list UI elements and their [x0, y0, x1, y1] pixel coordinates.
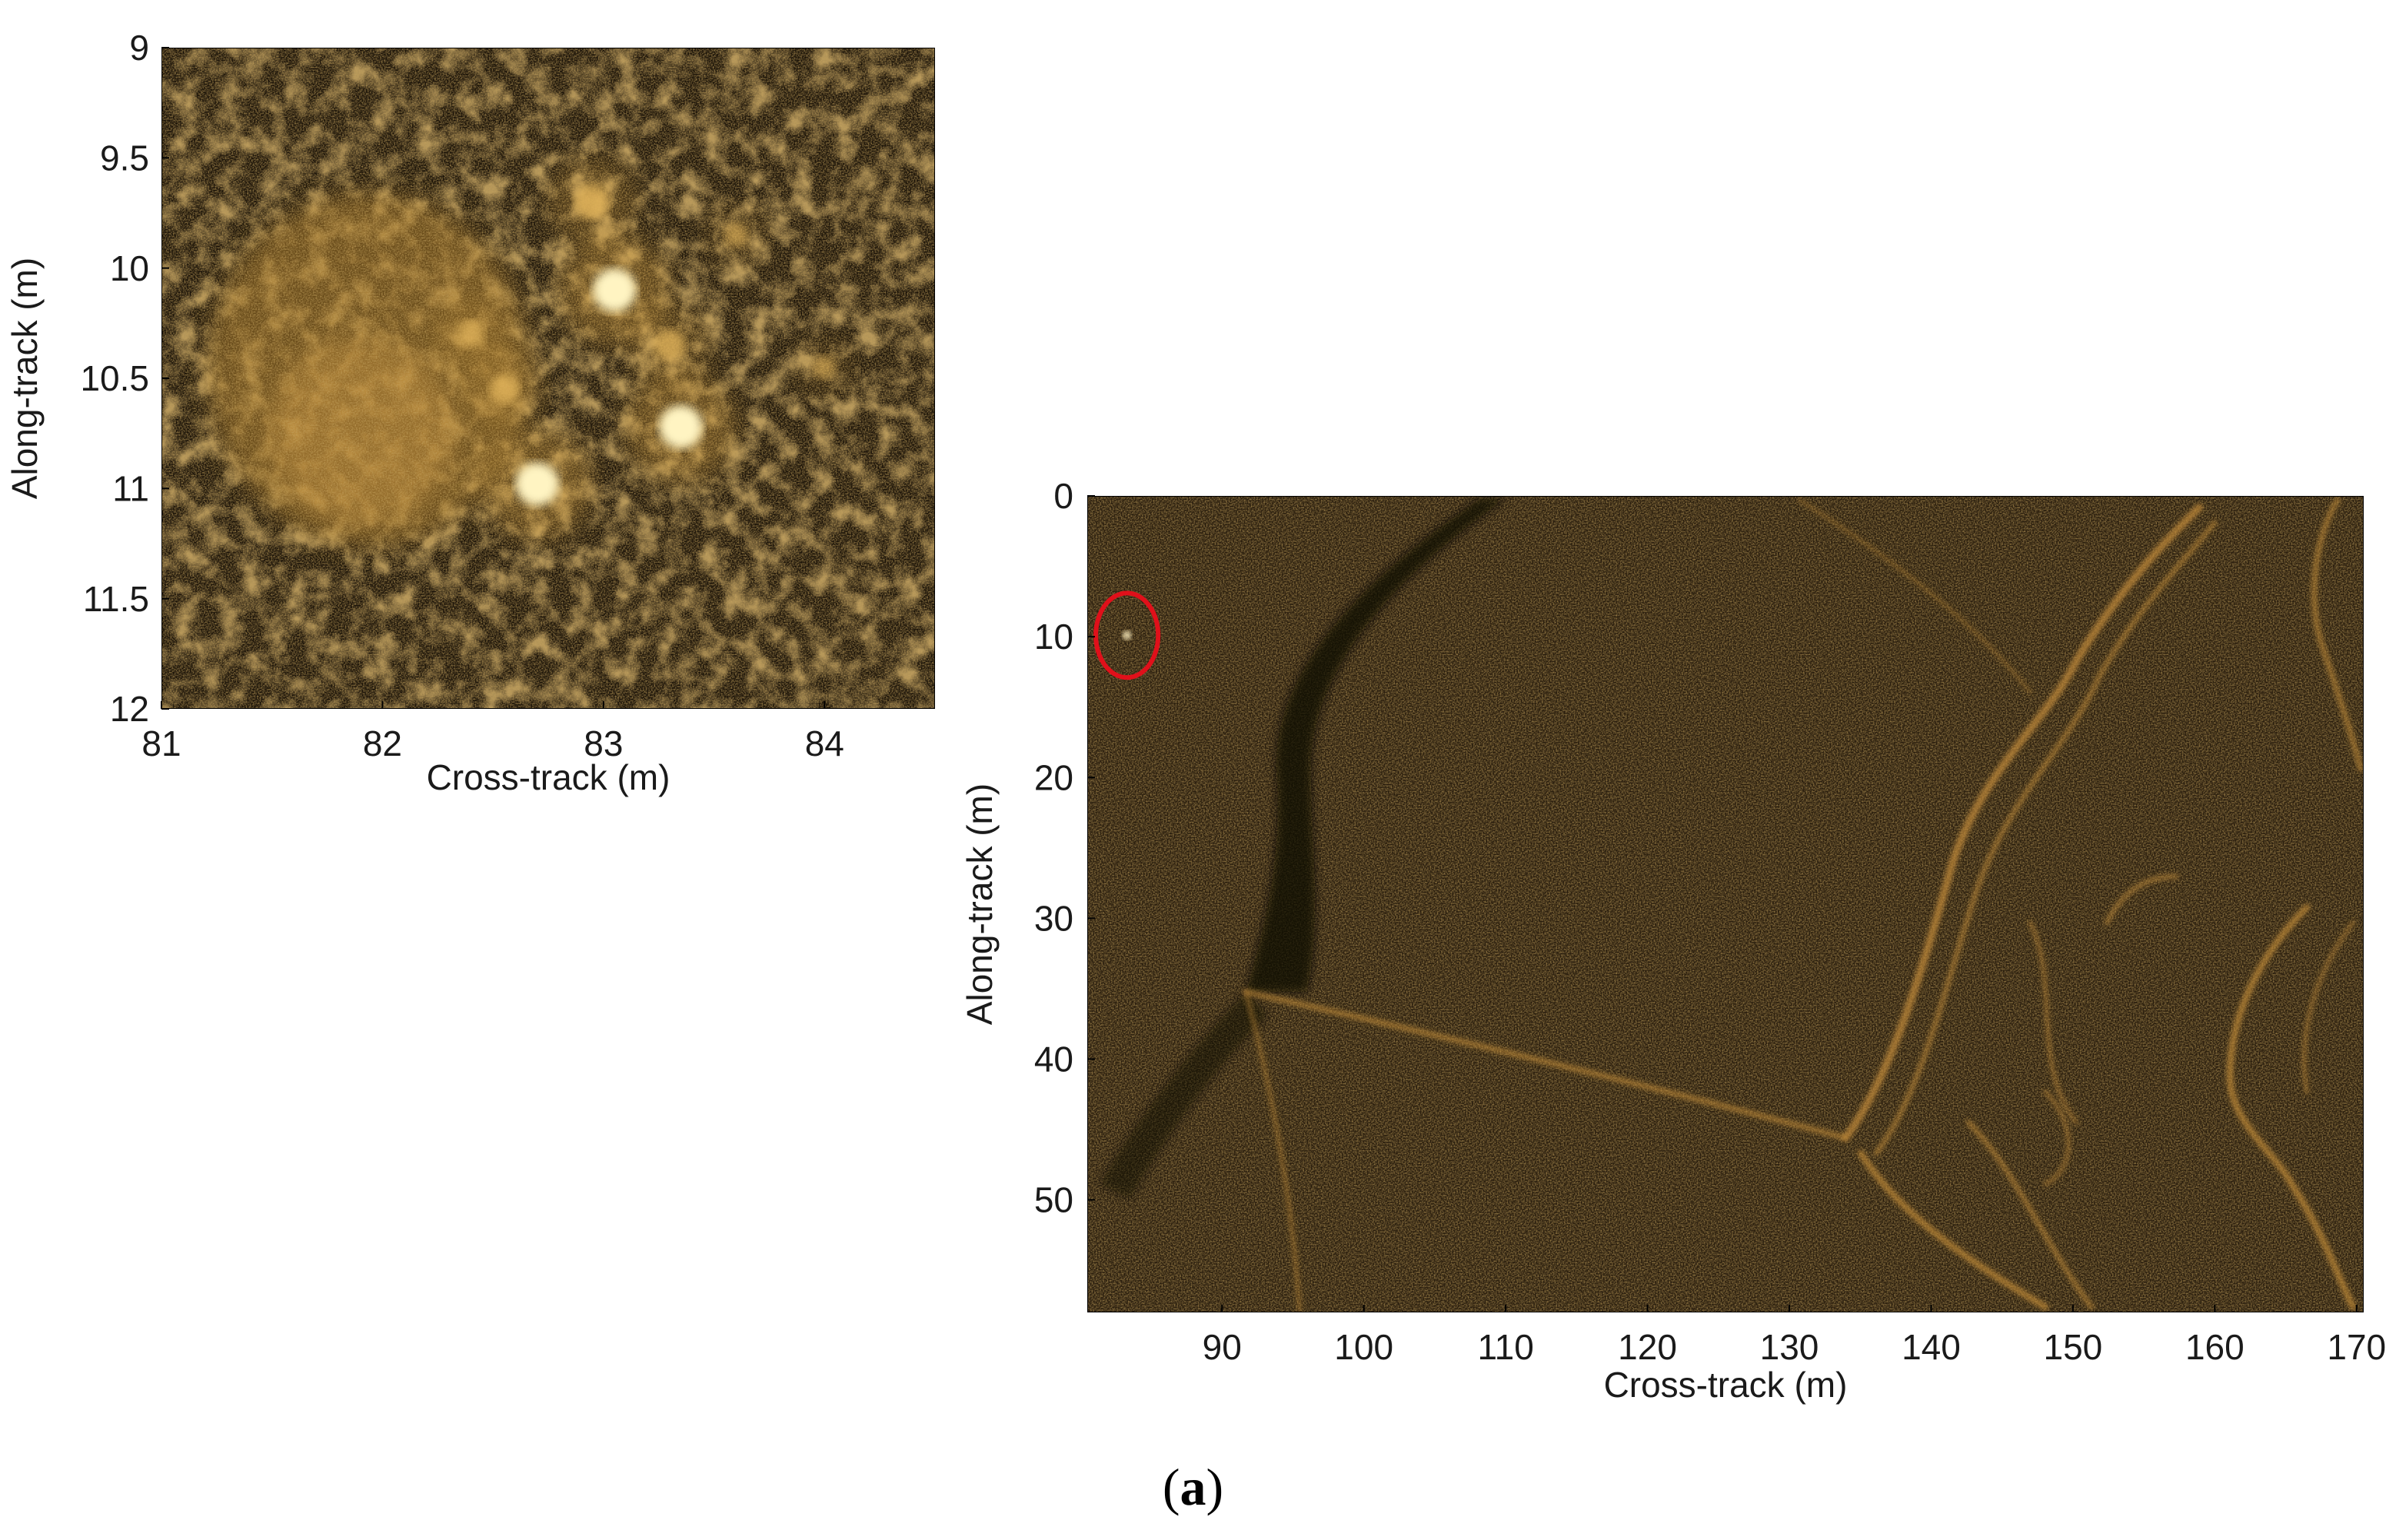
full-y-tick-label: 0: [1053, 476, 1073, 516]
zoomed-x-tick-label: 83: [584, 723, 623, 763]
zoomed-y-tick-label: 12: [110, 689, 149, 729]
bright-reflection: [724, 222, 749, 248]
caption-letter: a: [1180, 1458, 1206, 1516]
zoomed-y-tick-label: 9.5: [100, 138, 149, 178]
full-x-tick-label: 110: [1477, 1327, 1533, 1367]
full-x-tick-label: 130: [1760, 1327, 1819, 1367]
zoomed-y-tick-label: 11: [112, 468, 149, 508]
zoomed-y-tick-label: 10.5: [80, 358, 149, 398]
full-y-tick-label: 20: [1034, 757, 1073, 797]
zoomed-x-tick-label: 81: [141, 723, 181, 763]
bright-reflection: [813, 355, 837, 379]
target-highlight-ellipse: [1093, 590, 1161, 680]
zoomed-y-axis-label: Along-track (m): [5, 258, 45, 499]
target-reflection: [1122, 630, 1132, 640]
full-x-tick-label: 170: [2327, 1327, 2386, 1367]
full-x-tick-label: 160: [2185, 1327, 2245, 1367]
full-y-tick-label: 50: [1034, 1180, 1073, 1220]
full-sonar-image: [1087, 496, 2364, 1312]
bright-reflection: [654, 329, 686, 361]
full-y-axis-label: Along-track (m): [960, 783, 1000, 1025]
bright-reflection: [659, 405, 703, 449]
full-y-tick-label: 30: [1034, 898, 1073, 938]
full-x-tick-label: 90: [1203, 1327, 1242, 1367]
zoomed-x-tick-label: 84: [805, 723, 844, 763]
zoomed-x-axis-label: Cross-track (m): [427, 757, 671, 797]
zoomed-y-tick-label: 11.5: [83, 579, 149, 619]
zoomed-y-tick-label: 10: [110, 248, 149, 288]
full-sonar-panel: 90 100 110 120 130 140 150 160 170 0 10 20 30 40 50 Cro…: [960, 476, 2386, 1405]
bright-reflection: [593, 268, 637, 312]
caption-close-paren: ): [1206, 1458, 1224, 1516]
zoomed-x-tick-label: 82: [363, 723, 402, 763]
zoomed-sonar-image: [161, 48, 935, 709]
full-y-tick-label: 40: [1034, 1039, 1073, 1079]
full-y-tick-label: 10: [1034, 617, 1073, 657]
full-x-axis-label: Cross-track (m): [1604, 1365, 1848, 1405]
full-x-tick-label: 100: [1334, 1327, 1393, 1367]
zoomed-y-tick-label: 9: [129, 28, 149, 68]
full-x-tick-label: 140: [1902, 1327, 1961, 1367]
bright-reflection: [574, 185, 611, 220]
bright-reflection: [457, 320, 485, 348]
bright-reflection: [515, 462, 559, 506]
caption-open-paren: (: [1162, 1458, 1180, 1516]
zoomed-sonar-panel: 81 82 83 84 9 9.5 10 10.5 11 11.5 12 Cross-track (m…: [5, 28, 935, 797]
bright-reflection: [488, 374, 520, 405]
full-x-tick-label: 150: [2044, 1327, 2103, 1367]
full-x-tick-label: 120: [1618, 1327, 1677, 1367]
panel-caption: (a): [0, 1457, 2386, 1518]
